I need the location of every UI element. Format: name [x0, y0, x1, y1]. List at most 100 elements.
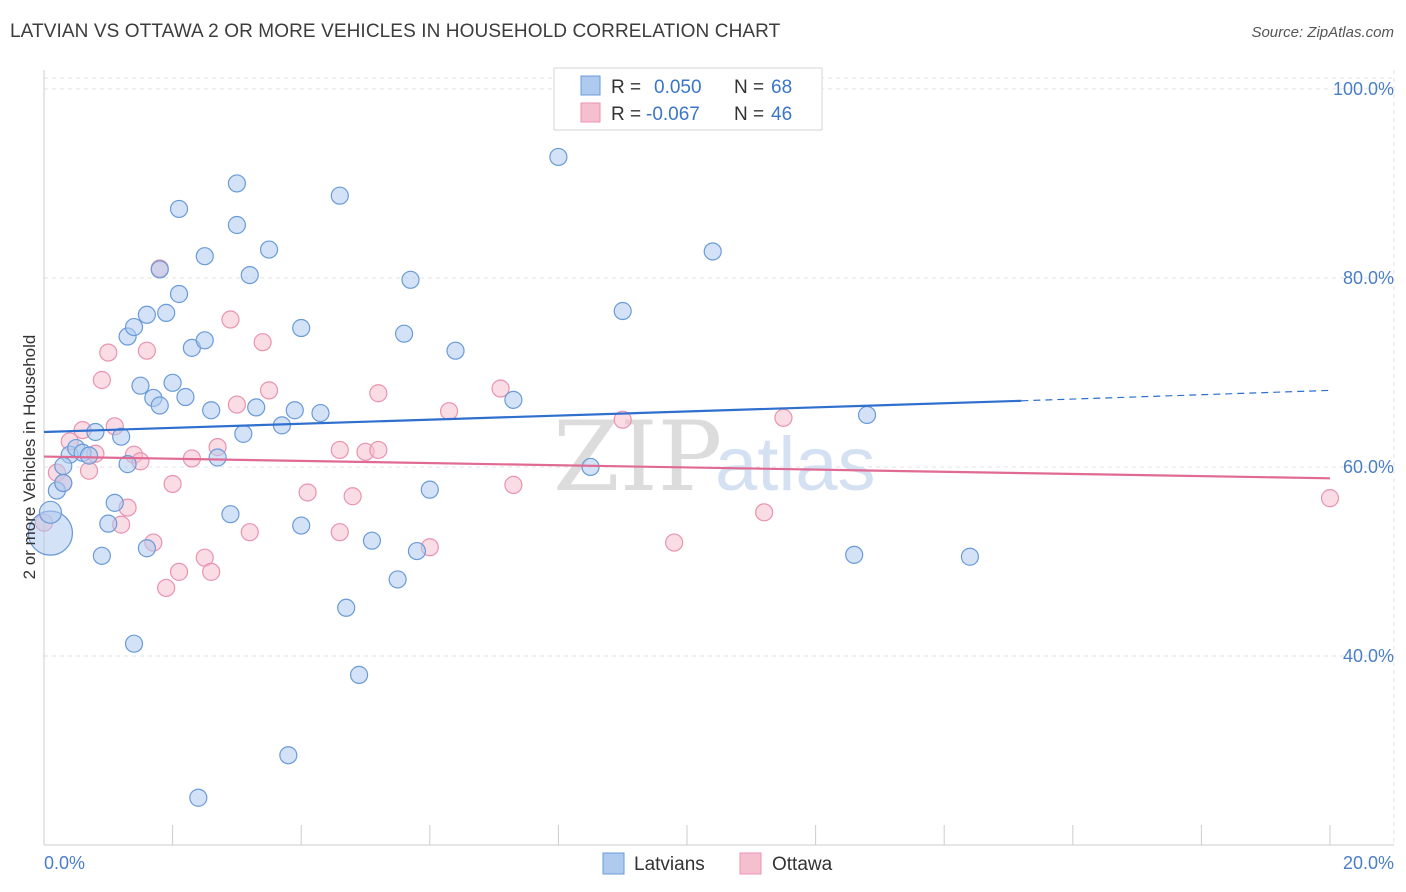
legend-n-value-ottawa: 46 — [771, 104, 792, 125]
source-label: Source: ZipAtlas.com — [1251, 24, 1394, 41]
y-tick-label: 80.0% — [1343, 268, 1394, 288]
latvians-trend-extension — [1021, 389, 1331, 402]
x-tick-labels: 0.0% 20.0% — [44, 853, 1394, 873]
latvians-point — [504, 390, 523, 409]
latvians-point — [279, 746, 298, 765]
latvians-point — [124, 317, 144, 337]
latvians-point — [330, 186, 349, 205]
ottawa-point — [163, 474, 182, 494]
ottawa-trend-line — [43, 455, 1331, 480]
ottawa-point — [137, 341, 156, 360]
latvians-point — [157, 303, 176, 322]
latvians-point — [362, 531, 382, 550]
latvians-point — [202, 401, 221, 420]
correlation-legend: R = 0.050 N = 68 R = -0.067 N = 46 — [553, 67, 823, 131]
bottom-legend-swatch-ottawa — [739, 852, 762, 875]
latvians-point — [394, 324, 414, 343]
latvians-point — [337, 598, 356, 617]
ottawa-point — [227, 395, 246, 414]
latvians-point — [227, 215, 246, 235]
ottawa-point — [330, 440, 349, 460]
ottawa-point — [369, 384, 388, 403]
ottawa-point — [369, 440, 388, 460]
latvians-point — [79, 446, 99, 465]
latvians-point — [549, 147, 568, 167]
bottom-legend-swatch-latvians — [602, 852, 625, 875]
ottawa-point — [79, 461, 99, 480]
latvians-point — [845, 545, 864, 564]
latvians-point — [99, 514, 118, 533]
legend-r-label-latvians: R = — [611, 77, 641, 98]
latvians-point — [86, 422, 105, 442]
latvians-point — [407, 541, 427, 561]
legend-n-label-latvians: N = — [734, 77, 764, 98]
latvians-point — [150, 396, 169, 415]
y-tick-label: 60.0% — [1343, 457, 1394, 477]
latvians-point — [349, 665, 369, 684]
latvians-point — [388, 570, 407, 589]
latvians-point — [54, 456, 73, 476]
ottawa-point — [221, 310, 240, 329]
ottawa-point — [298, 483, 317, 502]
latvians-point — [420, 480, 439, 499]
ottawa-point — [99, 343, 118, 362]
legend-r-label-ottawa: R = — [611, 104, 641, 125]
latvians-point — [118, 455, 137, 474]
latvians-trend-line — [43, 399, 1022, 434]
latvians-point — [292, 318, 311, 338]
ottawa-point — [157, 578, 176, 598]
ottawa-point — [253, 333, 272, 352]
latvians-point — [857, 405, 877, 425]
legend-swatch-latvians — [580, 75, 601, 96]
ottawa-point — [1320, 489, 1340, 508]
latvians-point — [247, 398, 266, 417]
ottawa-point — [343, 487, 362, 506]
latvians-point — [137, 539, 156, 558]
y-tick-labels: 40.0% 60.0% 80.0% 100.0% — [1333, 79, 1394, 666]
latvians-point — [169, 199, 189, 219]
latvians-point — [259, 240, 279, 259]
latvians-point — [176, 387, 195, 407]
bottom-legend-label-ottawa: Ottawa — [772, 854, 833, 875]
latvians-point — [189, 788, 208, 807]
y-axis-title: 2 or more Vehicles in Household — [20, 335, 39, 580]
latvians-point — [150, 260, 169, 279]
ottawa-point — [491, 379, 510, 398]
latvians-point — [195, 331, 214, 350]
legend-r-value-latvians: 0.050 — [654, 77, 702, 98]
latvians-point — [292, 516, 311, 535]
latvians-point — [124, 634, 144, 653]
latvians-point — [240, 265, 259, 285]
series-legend: Latvians Ottawa — [602, 852, 833, 875]
ottawa-point — [259, 381, 279, 400]
latvians-point — [227, 174, 246, 193]
watermark: ZIP atlas — [553, 401, 876, 513]
chart-title: LATVIAN VS OTTAWA 2 OR MORE VEHICLES IN … — [10, 21, 781, 42]
legend-n-value-latvians: 68 — [771, 77, 792, 98]
y-tick-label: 100.0% — [1333, 79, 1394, 99]
legend-swatch-ottawa — [580, 102, 601, 123]
latvians-point — [92, 546, 111, 565]
trend-lines — [43, 389, 1331, 480]
ottawa-point — [755, 503, 774, 522]
latvians-point — [613, 301, 632, 321]
x-tick-label-max: 20.0% — [1343, 853, 1394, 873]
ottawa-point — [330, 523, 349, 542]
ottawa-point — [774, 408, 793, 427]
latvians-point — [54, 473, 73, 493]
latvians-point — [311, 403, 330, 423]
legend-r-value-ottawa: -0.067 — [646, 104, 700, 125]
latvians-point — [221, 505, 240, 524]
ottawa-point — [613, 410, 632, 429]
latvians-point — [234, 424, 253, 443]
latvians-point — [137, 305, 156, 324]
latvians-point — [703, 242, 722, 261]
latvians-point — [446, 341, 465, 360]
ottawa-point — [169, 562, 189, 581]
legend-n-label-ottawa: N = — [734, 104, 764, 125]
ottawa-point — [202, 562, 221, 581]
y-tick-label: 40.0% — [1343, 646, 1394, 666]
latvians-point — [112, 427, 131, 446]
latvians-point — [131, 376, 150, 395]
